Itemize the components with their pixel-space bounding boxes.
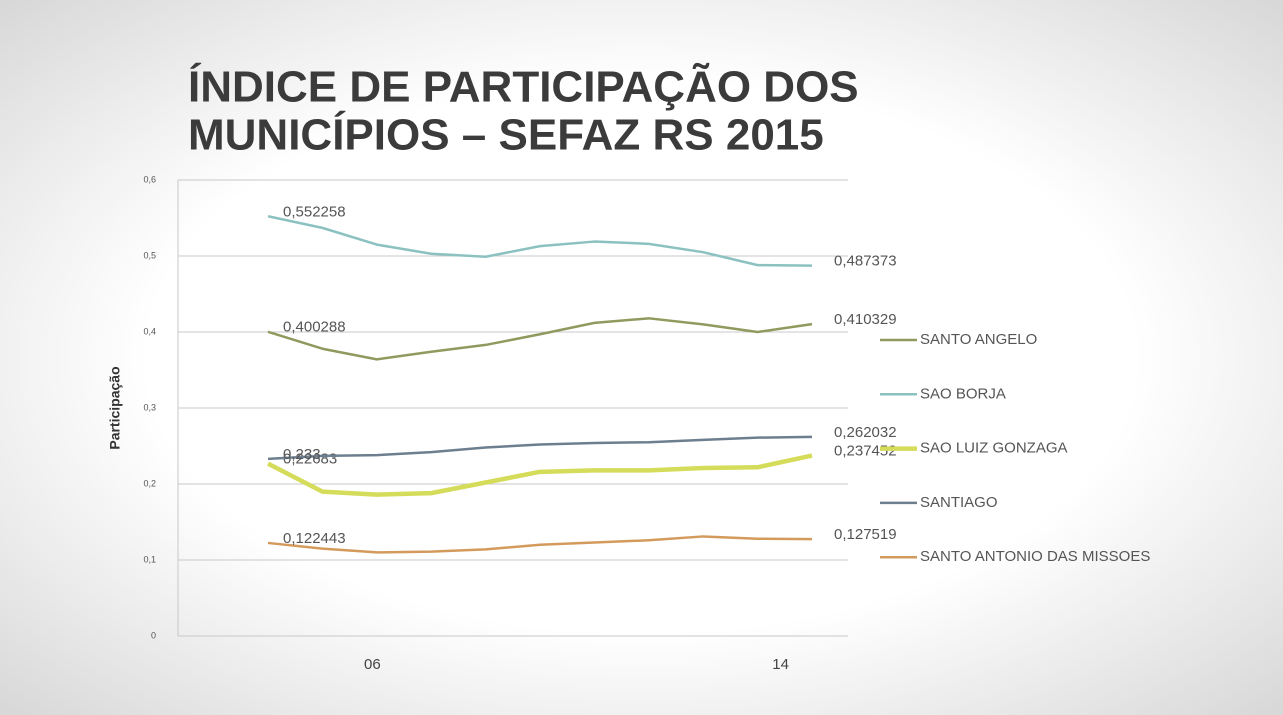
data-label: 0,410329	[834, 311, 897, 328]
x-tick-label: 14	[772, 656, 789, 673]
legend-label: SANTIAGO	[920, 494, 998, 511]
legend-label: SAO LUIZ GONZAGA	[920, 440, 1068, 457]
y-tick-label: 0,3	[143, 402, 156, 412]
y-axis-label: Participação	[107, 366, 123, 449]
data-label: 0,233	[283, 446, 321, 463]
y-tick-label: 0,5	[143, 250, 156, 260]
y-tick-label: 0,4	[143, 326, 156, 336]
series-line	[267, 215, 813, 267]
y-tick-label: 0,6	[143, 174, 156, 184]
y-tick-label: 0	[151, 630, 156, 640]
data-label: 0,122443	[283, 530, 346, 547]
y-tick-label: 0,2	[143, 478, 156, 488]
series-line	[266, 453, 813, 497]
x-tick-label: 06	[364, 656, 381, 673]
data-label: 0,487373	[834, 253, 897, 270]
chart-title: MUNICÍPIOS – SEFAZ RS 2015	[188, 110, 824, 160]
data-label: 0,262032	[834, 424, 897, 441]
legend-label: SAO BORJA	[920, 385, 1006, 402]
y-tick-label: 0,1	[143, 554, 156, 564]
data-label: 0,400288	[283, 319, 346, 336]
series-line	[267, 435, 813, 461]
series-line	[267, 535, 813, 554]
series-line	[267, 317, 813, 361]
legend-label: SANTO ANGELO	[920, 331, 1037, 348]
data-label: 0,237452	[834, 443, 897, 460]
data-label: 0,552258	[283, 203, 346, 220]
legend-label: SANTO ANTONIO DAS MISSOES	[920, 548, 1150, 565]
chart-title: ÍNDICE DE PARTICIPAÇÃO DOS	[188, 62, 859, 112]
data-label: 0,127519	[834, 526, 897, 543]
